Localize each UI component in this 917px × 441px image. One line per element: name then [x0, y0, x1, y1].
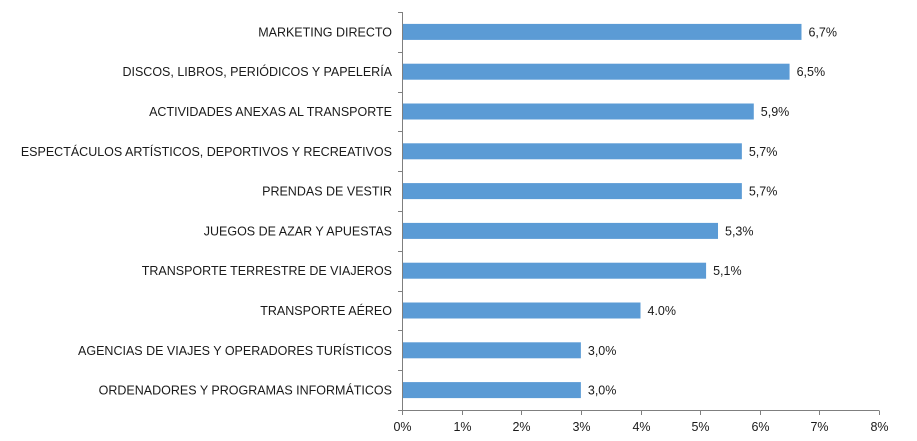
x-tick-label: 3%: [572, 420, 590, 434]
data-label: 5,9%: [761, 105, 790, 119]
data-label: 5,7%: [749, 145, 778, 159]
bar-4: [402, 143, 742, 160]
x-tick-label: 4%: [632, 420, 650, 434]
bar-10: [402, 382, 581, 399]
x-tick-label: 6%: [751, 420, 769, 434]
bar-9: [402, 342, 581, 359]
category-label: TRANSPORTE TERRESTRE DE VIAJEROS: [142, 264, 392, 278]
data-label: 5,1%: [713, 264, 742, 278]
bar-2: [402, 63, 790, 80]
x-tick-label: 2%: [512, 420, 530, 434]
bar-3: [402, 103, 754, 120]
bar-1: [402, 23, 802, 40]
x-tick-label: 8%: [870, 420, 888, 434]
bar-6: [402, 222, 719, 239]
category-label: ACTIVIDADES ANEXAS AL TRANSPORTE: [149, 105, 392, 119]
data-label: 4.0%: [648, 304, 677, 318]
category-label: ORDENADORES Y PROGRAMAS INFORMÁTICOS: [99, 383, 392, 398]
category-label: PRENDAS DE VESTIR: [262, 185, 392, 199]
category-label: DISCOS, LIBROS, PERIÓDICOS Y PAPELERÍA: [122, 64, 392, 79]
category-label: MARKETING DIRECTO: [258, 25, 392, 39]
data-label: 6,5%: [797, 65, 826, 79]
data-label: 5,7%: [749, 185, 778, 199]
x-tick-label: 1%: [453, 420, 471, 434]
x-tick-label: 5%: [691, 420, 709, 434]
data-label: 6,7%: [808, 25, 837, 39]
data-label: 5,3%: [725, 224, 754, 238]
data-label: 3,0%: [588, 384, 617, 398]
category-label: TRANSPORTE AÉREO: [260, 303, 392, 318]
x-tick-label: 7%: [810, 420, 828, 434]
bar-8: [402, 302, 641, 319]
bar-7: [402, 262, 707, 279]
data-label: 3,0%: [588, 344, 617, 358]
category-label: AGENCIAS DE VIAJES Y OPERADORES TURÍSTIC…: [78, 343, 392, 358]
x-tick-label: 0%: [393, 420, 411, 434]
category-label: ESPECTÁCULOS ARTÍSTICOS, DEPORTIVOS Y RE…: [21, 144, 392, 159]
bar-5: [402, 183, 742, 200]
category-label: JUEGOS DE AZAR Y APUESTAS: [204, 224, 392, 238]
